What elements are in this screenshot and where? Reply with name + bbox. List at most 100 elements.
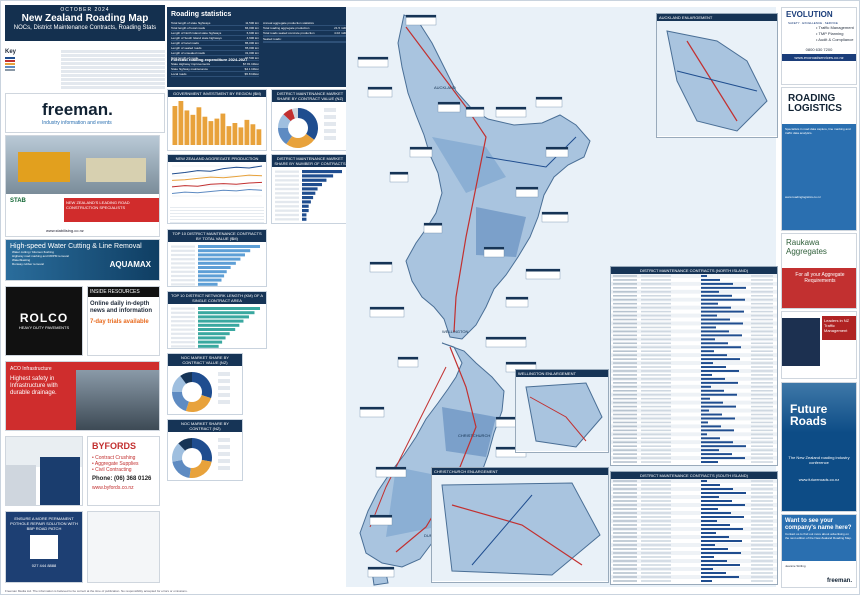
wellington-inset[interactable]: WELLINGTON ENLARGEMENT [515, 369, 609, 453]
aco-ad[interactable]: ACO Infrastructure Highest safety in Inf… [5, 361, 160, 431]
row-cell [751, 358, 773, 360]
row-cell [641, 362, 671, 364]
stat-value: 84,000 km [244, 26, 259, 30]
roadfix-ad[interactable] [5, 436, 83, 506]
row-cell [751, 576, 773, 578]
gov-invest-chart: GOVERNMENT INVESTMENT BY REGION ($M) [167, 89, 267, 151]
row-cell [751, 389, 773, 392]
row-bar [701, 484, 720, 486]
series-line [171, 189, 263, 194]
roading-logistics-url[interactable]: www.roadinglogistics.co.nz [785, 195, 821, 199]
table-row [611, 539, 777, 543]
table-row [611, 563, 777, 567]
row-label [613, 342, 637, 345]
key-item [5, 60, 60, 62]
callout-header [526, 269, 560, 272]
label-christchurch: CHRISTCHURCH [458, 433, 490, 438]
rolco-ad[interactable]: ROLCO HEAVY DUTY PAVEMENTS [5, 286, 83, 356]
bar [250, 124, 256, 145]
bar-label [171, 311, 195, 314]
row-bar [701, 373, 712, 376]
spreader-image [86, 158, 146, 182]
row-bar [701, 564, 740, 566]
row-cell [641, 334, 671, 337]
stabilising-url[interactable]: www.stabilising.co.nz [46, 228, 84, 233]
row-bar [701, 421, 708, 424]
callout-header [390, 172, 408, 175]
bar [198, 319, 244, 323]
table-row [611, 511, 777, 515]
row-bar [701, 377, 725, 380]
row-cell [641, 421, 671, 424]
region-hawkes-bay[interactable] [476, 207, 526, 257]
row-label [613, 366, 637, 368]
row-bar [701, 346, 741, 349]
auckland-inset[interactable]: AUCKLAND ENLARGEMENT [656, 13, 778, 138]
aquamax-ad[interactable]: High-speed Water Cutting & Line Removal … [5, 239, 160, 281]
freeman-tagline: Industry information and events [42, 120, 112, 126]
row-cell [641, 386, 671, 388]
stat-value: 11,500 km [245, 21, 259, 25]
callout-header [376, 467, 406, 470]
row-cell [641, 366, 671, 368]
row-label [613, 287, 637, 289]
forecast-title: Forecast roading expenditure 2024-2027 [171, 57, 248, 62]
row-label [613, 449, 637, 451]
stat-label: Sealed roads: [263, 37, 282, 41]
row-bar [701, 524, 730, 526]
donut-hole [288, 118, 308, 138]
christchurch-inset[interactable]: CHRISTCHURCH ENLARGEMENT [431, 467, 609, 583]
row-bar [701, 385, 711, 388]
row-cell [751, 441, 773, 444]
bar [302, 217, 307, 221]
inside-resources-trial: 7-day trials available [90, 319, 149, 325]
row-cell [641, 453, 671, 455]
row-cell [641, 417, 671, 420]
row-bar [701, 544, 715, 546]
bar [198, 344, 219, 348]
row-bar [701, 322, 743, 325]
roadfix-panel [40, 457, 80, 505]
row-label [613, 564, 637, 566]
freeman-ad[interactable]: freeman. Industry information and events [5, 93, 165, 133]
row-label [613, 382, 637, 384]
region-canterbury[interactable] [442, 407, 496, 457]
stat-value: $4.1 billion [244, 67, 259, 71]
evolution-url[interactable]: www.evoroadservices.co.nz [782, 54, 856, 61]
table-row [611, 412, 777, 417]
poster-title: New Zealand Roading Map [21, 13, 149, 24]
row-bar [701, 453, 732, 456]
evolution-sub: SAFETY · EXCELLENCE · SERVICE [788, 21, 838, 25]
inside-resources-ad[interactable]: INSIDE RESOURCES Online daily in-depth n… [87, 286, 160, 356]
future-roads-url[interactable]: www.futureroads.co.nz [798, 477, 840, 482]
advertise-here-ad[interactable]: Want to see your company's name here? Co… [781, 514, 857, 588]
pie-slice [298, 108, 318, 140]
bar [302, 170, 342, 174]
row-cell [641, 409, 671, 412]
future-roads-ad[interactable]: Future Roads The New Zealand roading ind… [781, 382, 857, 512]
row-bar [701, 449, 719, 452]
bar-label [275, 187, 299, 191]
callout-header [496, 447, 526, 450]
row-label [613, 310, 637, 313]
row-bar [701, 397, 710, 400]
bbp-ad[interactable]: ENSURE A MORE PERMANENT POTHOLE REPAIR S… [5, 511, 83, 583]
byfords-ad[interactable]: BYFORDS • Contract Crushing • Aggregate S… [87, 436, 160, 506]
byfords-url[interactable]: www.byfords.co.nz [92, 485, 134, 491]
region-waikato[interactable] [432, 137, 506, 193]
state-highway-6 [369, 366, 447, 528]
table-row [611, 456, 777, 461]
stabilising-ad[interactable]: STAB NEW ZEALAND'S LEADING ROAD CONSTRUC… [5, 135, 160, 237]
traffic-management-ad[interactable]: Leaders in NZ Traffic Management [781, 311, 857, 379]
row-bar [701, 318, 730, 321]
roading-logistics-ad[interactable]: ROADING LOGISTICS Specialists in road da… [781, 87, 857, 231]
stat-value: 4.02 million t [334, 31, 351, 35]
raukawa-ad[interactable]: Raukawa Aggregates For all your Aggregat… [781, 233, 857, 309]
roading-logistics-body: Specialists in road data capture, line m… [785, 127, 851, 135]
freeman-logo: freeman. [42, 100, 113, 119]
row-bar [701, 393, 737, 396]
row-cell [751, 409, 773, 412]
evolution-ad[interactable]: EVOLUTION SAFETY · EXCELLENCE · SERVICE … [781, 7, 857, 85]
row-cell [641, 520, 671, 522]
row-cell [641, 338, 671, 341]
